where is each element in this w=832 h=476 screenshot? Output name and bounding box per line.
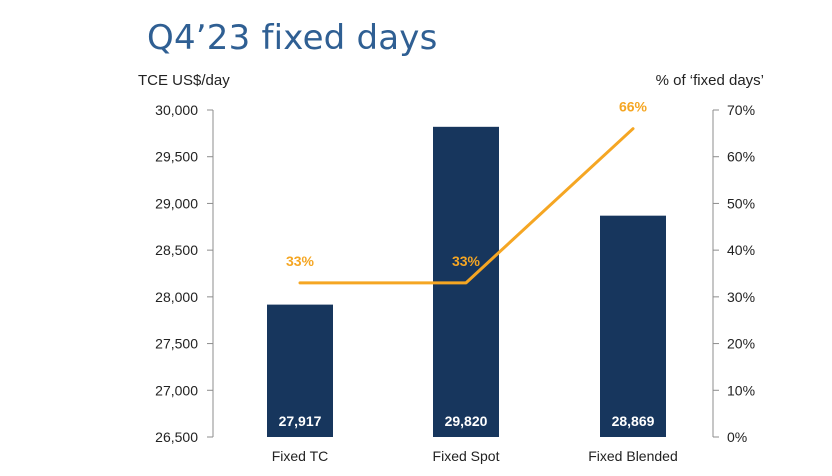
line-value-label: 66% [619, 99, 648, 115]
bar [600, 215, 666, 437]
bar-value-label: 28,869 [612, 413, 655, 429]
x-tick-label: Fixed TC [272, 448, 329, 464]
bar-value-label: 29,820 [445, 413, 488, 429]
y-tick-right-label: 70% [727, 102, 755, 118]
percent-line [298, 127, 635, 285]
y-tick-left-label: 30,000 [155, 102, 198, 118]
bar [267, 304, 333, 437]
y-tick-right-label: 20% [727, 336, 755, 352]
y-tick-right-label: 60% [727, 149, 755, 165]
y-tick-left-label: 27,500 [155, 336, 198, 352]
x-tick-label: Fixed Blended [588, 448, 678, 464]
bar-value-label: 27,917 [279, 413, 322, 429]
y-tick-right-label: 10% [727, 382, 755, 398]
line-value-label: 33% [286, 253, 315, 269]
x-tick-label: Fixed Spot [433, 448, 500, 464]
y-tick-left-label: 27,000 [155, 382, 198, 398]
y-tick-left-label: 28,000 [155, 289, 198, 305]
y-axis-right-label: % of ‘fixed days’ [655, 72, 764, 89]
y-tick-left-label: 28,500 [155, 242, 198, 258]
y-tick-right-label: 40% [727, 242, 755, 258]
y-tick-left-label: 26,500 [155, 429, 198, 445]
y-tick-right-label: 50% [727, 195, 755, 211]
chart-title: Q4’23 fixed days [147, 18, 438, 58]
y-axis-left-label: TCE US$/day [138, 72, 230, 89]
y-tick-right-label: 0% [727, 429, 747, 445]
line-value-label: 33% [452, 253, 481, 269]
y-tick-right-label: 30% [727, 289, 755, 305]
y-tick-left-label: 29,000 [155, 195, 198, 211]
y-tick-left-label: 29,500 [155, 149, 198, 165]
